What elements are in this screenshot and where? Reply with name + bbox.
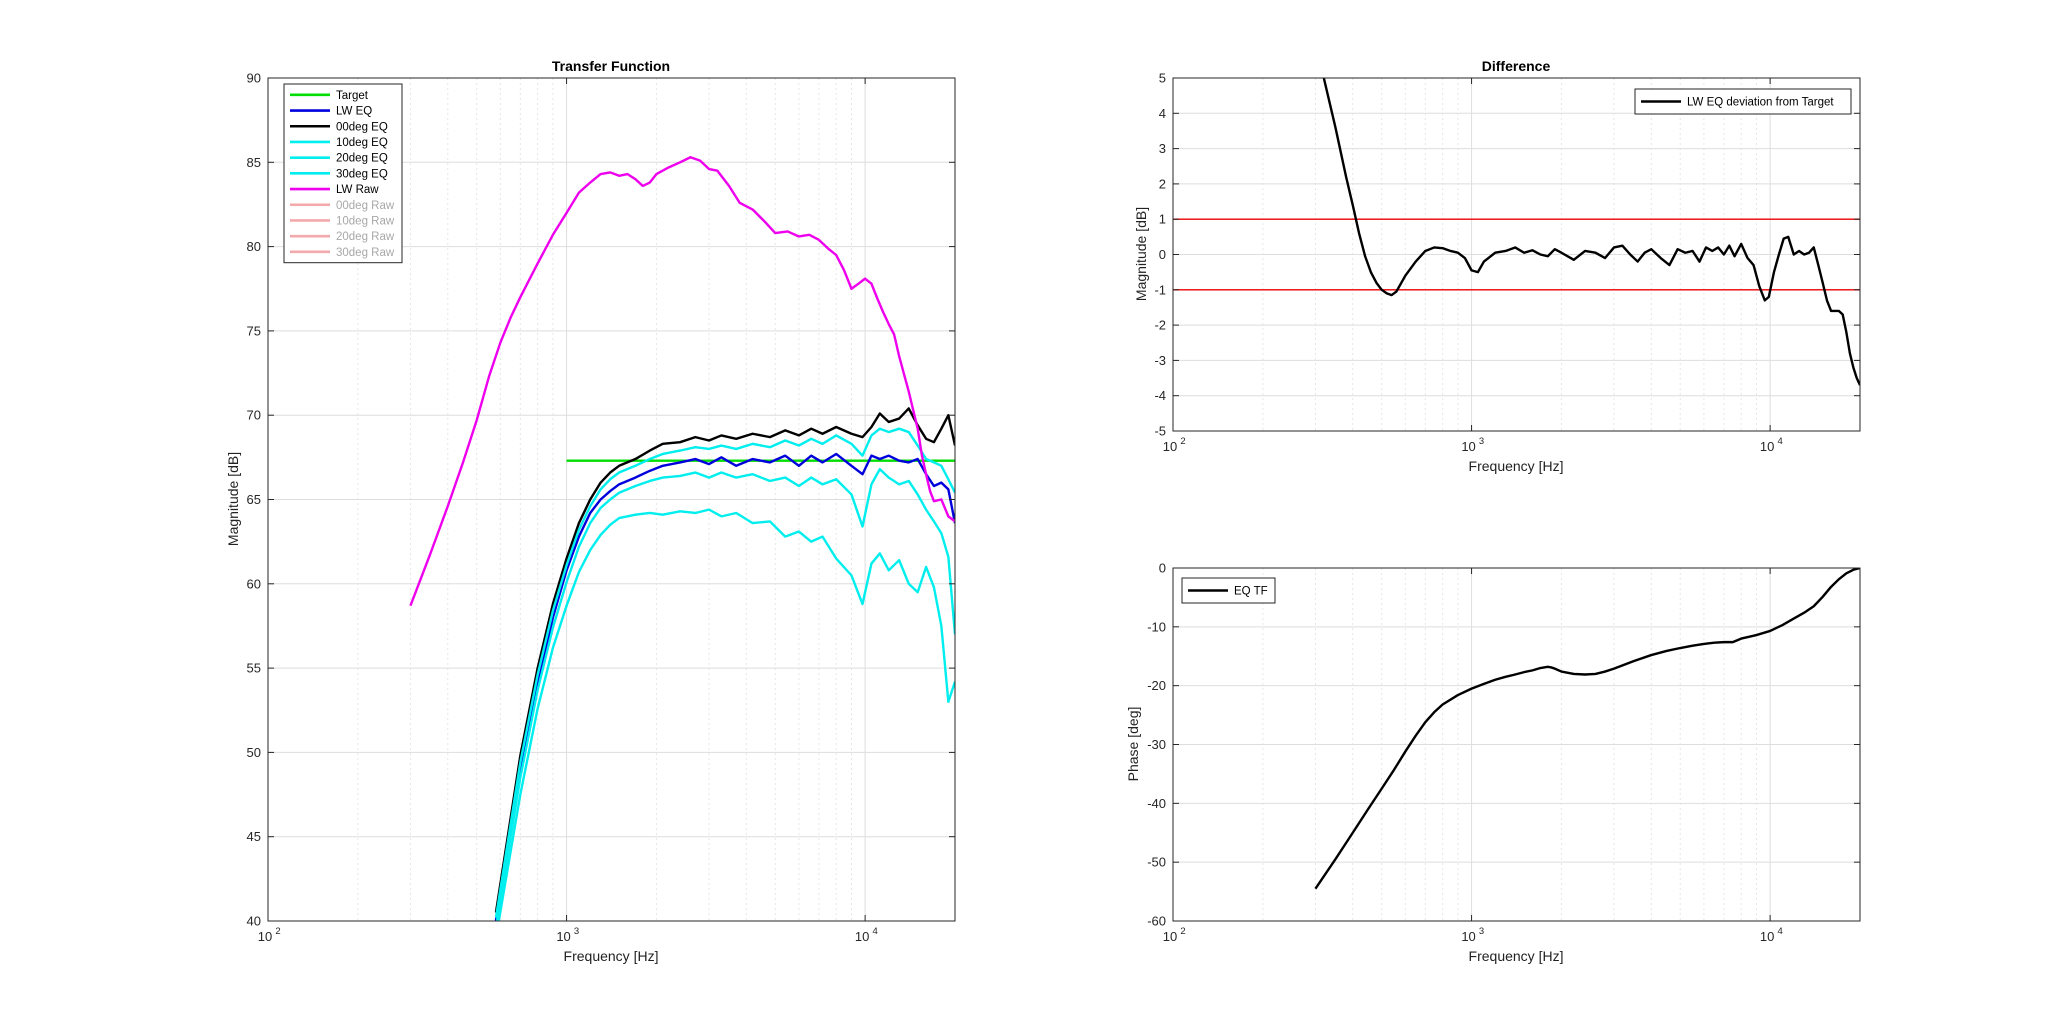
y-tick-label: -5 [1154, 424, 1166, 439]
x-tick-label-exponent: 4 [872, 926, 877, 937]
y-tick-label: 50 [247, 745, 261, 760]
legend-label-lw-raw: LW Raw [336, 184, 379, 196]
series-line-00deg-eq [494, 407, 955, 913]
y-axis-label: Phase [deg] [1125, 707, 1141, 782]
legend-label-lw-eq-deviation-from-target: LW EQ deviation from Target [1687, 97, 1834, 109]
y-tick-label: 80 [247, 239, 261, 254]
legend-label-20deg-raw: 20deg Raw [336, 231, 395, 243]
y-tick-label: -30 [1147, 737, 1166, 752]
legend-label-20deg-eq: 20deg EQ [336, 153, 388, 165]
x-tick-label: 10 [1461, 929, 1475, 944]
x-tick-label: 10 [556, 929, 570, 944]
y-axis-label: Magnitude [dB] [225, 452, 241, 546]
series-line-lw-eq [494, 452, 955, 921]
legend-label-lw-eq: LW EQ [336, 106, 372, 118]
y-tick-label: 0 [1159, 561, 1166, 576]
x-tick-label-exponent: 2 [1180, 436, 1185, 447]
x-tick-label-exponent: 4 [1777, 436, 1782, 447]
y-tick-label: 60 [247, 576, 261, 591]
y-tick-label: 85 [247, 155, 261, 170]
y-tick-label: 75 [247, 323, 261, 338]
y-tick-label: 1 [1159, 212, 1166, 227]
legend: Target LW EQ 00deg EQ 10deg EQ 20deg EQ 30deg… [283, 83, 403, 264]
x-tick-label-exponent: 3 [1479, 436, 1484, 447]
x-tick-label-exponent: 3 [574, 926, 579, 937]
x-axis-label: Frequency [Hz] [564, 948, 659, 964]
series-group [1322, 78, 1860, 386]
y-tick-label: 4 [1159, 106, 1166, 121]
y-tick-label: -2 [1154, 318, 1166, 333]
legend-label-eq-tf: EQ TF [1234, 586, 1268, 598]
series-line-30deg-eq [497, 508, 955, 921]
y-tick-label: -40 [1147, 796, 1166, 811]
x-tick-label-exponent: 2 [275, 926, 280, 937]
legend-label-00deg-eq: 00deg EQ [336, 121, 388, 133]
legend-label-30deg-raw: 30deg Raw [336, 247, 395, 259]
y-tick-label: -4 [1154, 388, 1166, 403]
y-tick-label: 5 [1159, 71, 1166, 86]
y-tick-label: 40 [247, 914, 261, 929]
chart-title: Transfer Function [552, 58, 670, 74]
legend-label-00deg-raw: 00deg Raw [336, 200, 395, 212]
difference-panel: Difference Frequency [Hz] Magnitude [dB]… [1133, 58, 1861, 474]
chart-title: Difference [1482, 58, 1551, 74]
x-tick-label: 10 [1760, 929, 1774, 944]
y-tick-label: 45 [247, 829, 261, 844]
y-tick-label: 3 [1159, 141, 1166, 156]
x-tick-label: 10 [1163, 439, 1177, 454]
y-tick-label: 2 [1159, 176, 1166, 191]
series-line-20deg-eq [495, 467, 955, 921]
legend: EQ TF [1181, 577, 1276, 604]
legend-label-30deg-eq: 30deg EQ [336, 168, 388, 180]
x-tick-label: 10 [1760, 439, 1774, 454]
legend: LW EQ deviation from Target [1634, 88, 1852, 115]
y-tick-label: -10 [1147, 619, 1166, 634]
y-tick-label: -20 [1147, 678, 1166, 693]
x-tick-label: 10 [1163, 929, 1177, 944]
y-tick-label: 90 [247, 71, 261, 86]
series-line-10deg-eq [494, 427, 955, 918]
series-line-eq-tf [1314, 568, 1860, 890]
y-tick-label: 55 [247, 661, 261, 676]
x-axis-label: Frequency [Hz] [1469, 458, 1564, 474]
x-tick-label-exponent: 4 [1777, 926, 1782, 937]
y-axis-label: Magnitude [dB] [1133, 207, 1149, 301]
series-group [1314, 568, 1860, 890]
legend-label-10deg-raw: 10deg Raw [336, 215, 395, 227]
x-axis-label: Frequency [Hz] [1469, 948, 1564, 964]
x-tick-label-exponent: 3 [1479, 926, 1484, 937]
series-line-lw-raw [409, 156, 955, 607]
x-tick-label: 10 [1461, 439, 1475, 454]
y-tick-label: -1 [1154, 282, 1166, 297]
series-line-lw-eq-deviation-from-target [1322, 78, 1860, 386]
y-tick-label: -50 [1147, 855, 1166, 870]
legend-label-target: Target [336, 90, 369, 102]
legend-label-10deg-eq: 10deg EQ [336, 137, 388, 149]
y-tick-label: 65 [247, 492, 261, 507]
series-group [409, 156, 955, 921]
y-tick-label: 70 [247, 408, 261, 423]
y-tick-label: 0 [1159, 247, 1166, 262]
y-tick-label: -60 [1147, 914, 1166, 929]
y-tick-label: -3 [1154, 353, 1166, 368]
transfer-function-panel: Transfer Function Frequency [Hz] Magnitu… [225, 58, 956, 964]
x-tick-label: 10 [855, 929, 869, 944]
x-tick-label: 10 [258, 929, 272, 944]
x-tick-label-exponent: 2 [1180, 926, 1185, 937]
phase-panel: Frequency [Hz] Phase [deg] -60 -50 -40 -30 -… [1125, 561, 1861, 964]
